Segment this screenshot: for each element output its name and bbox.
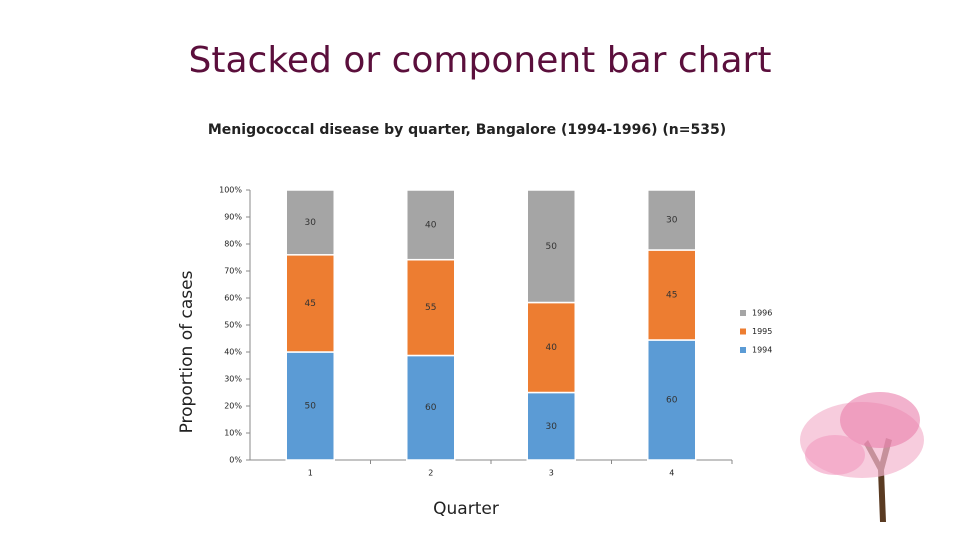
legend-label: 1994	[752, 346, 772, 355]
bar-segment	[406, 354, 456, 461]
legend-swatch	[740, 328, 746, 335]
y-tick-label: 70%	[224, 267, 242, 276]
y-tick-label: 20%	[224, 402, 242, 411]
y-tick-label: 80%	[224, 240, 242, 249]
data-label: 55	[425, 303, 436, 313]
y-tick-label: 90%	[224, 213, 242, 222]
x-tick-label: 4	[669, 469, 674, 478]
data-label: 50	[305, 402, 317, 412]
bar-segment	[526, 301, 576, 394]
data-label: 40	[425, 220, 437, 230]
data-label: 30	[666, 216, 678, 226]
x-tick-label: 1	[308, 469, 313, 478]
y-tick-label: 50%	[224, 321, 242, 330]
y-tick-label: 100%	[219, 186, 242, 195]
y-tick-label: 10%	[224, 429, 242, 438]
data-label: 60	[666, 396, 678, 406]
legend-swatch	[740, 310, 746, 316]
bar-segment	[647, 189, 697, 251]
x-axis-label: Quarter	[433, 499, 499, 519]
bar-segment	[526, 189, 576, 304]
data-label: 60	[425, 403, 437, 413]
data-label: 45	[666, 291, 677, 301]
x-tick-label: 2	[428, 469, 433, 478]
data-label: 50	[546, 242, 558, 252]
y-tick-label: 40%	[224, 348, 242, 357]
y-tick-label: 30%	[224, 375, 242, 384]
bar-segment	[285, 351, 335, 461]
y-axis-label: Proportion of cases	[177, 270, 197, 433]
tree-decoration	[800, 392, 924, 522]
slide-title: Stacked or component bar chart	[189, 40, 772, 81]
bar-segment	[647, 249, 697, 341]
legend-label: 1995	[752, 327, 772, 336]
chart-title: Menigococcal disease by quarter, Bangalo…	[208, 122, 726, 138]
y-tick-label: 60%	[224, 294, 242, 303]
bar-segment	[285, 254, 335, 353]
bar-segment	[406, 189, 456, 261]
data-label: 45	[305, 299, 316, 309]
data-label: 40	[546, 343, 558, 353]
data-label: 30	[305, 218, 317, 228]
bar-segment	[285, 189, 335, 256]
legend-swatch	[740, 347, 746, 353]
y-tick-label: 0%	[229, 456, 242, 465]
x-tick-label: 3	[549, 469, 554, 478]
bar-segment	[406, 258, 456, 357]
legend-label: 1996	[752, 309, 772, 318]
data-label: 30	[546, 422, 558, 432]
bar-segment	[526, 391, 576, 461]
